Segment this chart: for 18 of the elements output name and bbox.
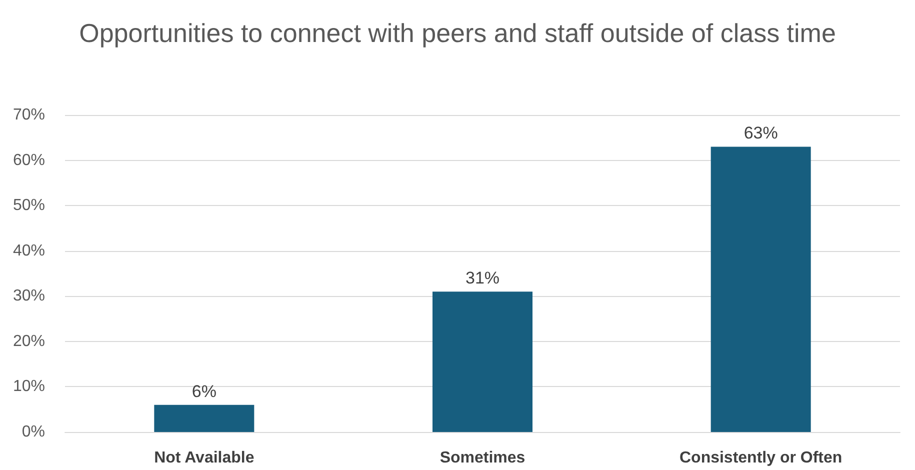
y-tick-label: 20%	[12, 332, 45, 350]
y-tick-label: 40%	[12, 242, 45, 260]
x-tick-label: Not Available	[154, 450, 254, 466]
y-tick-label: 70%	[12, 106, 45, 124]
data-label: 6%	[192, 382, 216, 401]
y-tick-label: 10%	[12, 378, 45, 396]
data-label: 31%	[465, 268, 500, 288]
y-tick-label: 0%	[22, 424, 45, 440]
x-tick-label: Consistently or Often	[679, 450, 842, 466]
data-label: 63%	[744, 124, 778, 143]
bar	[710, 146, 811, 432]
bar	[154, 404, 254, 432]
chart-title: Opportunities to connect with peers and staff outside of class time	[79, 18, 836, 48]
y-tick-label: 60%	[12, 152, 45, 169]
y-tick-label: 30%	[12, 288, 45, 305]
x-tick-label: Sometimes	[440, 450, 526, 466]
y-tick-label: 50%	[12, 197, 45, 214]
bar	[432, 292, 532, 432]
